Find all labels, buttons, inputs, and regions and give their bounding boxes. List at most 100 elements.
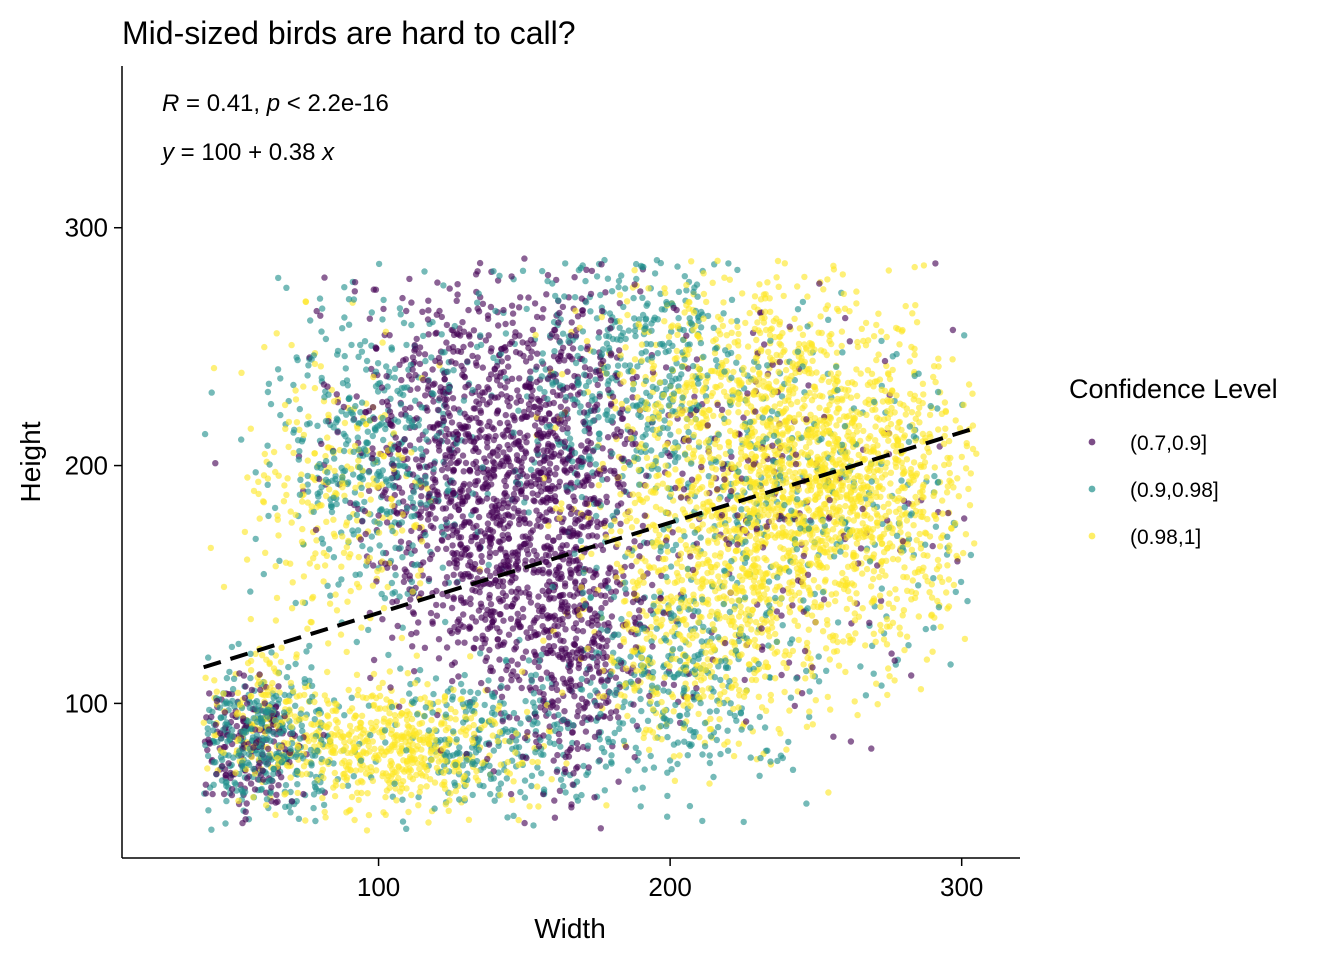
data-point xyxy=(774,450,781,457)
data-point xyxy=(730,752,738,760)
data-point xyxy=(705,445,712,452)
data-point xyxy=(719,465,727,472)
data-point xyxy=(425,575,433,583)
data-point xyxy=(271,504,279,512)
data-point xyxy=(519,605,527,613)
data-point xyxy=(584,645,591,652)
data-point xyxy=(733,359,740,366)
data-point xyxy=(631,327,639,334)
data-point xyxy=(272,617,280,624)
data-point xyxy=(534,602,541,609)
data-point xyxy=(491,711,498,718)
data-point xyxy=(676,387,684,395)
data-point xyxy=(255,490,262,498)
data-point xyxy=(911,594,919,602)
data-point xyxy=(508,677,515,684)
data-point xyxy=(208,713,215,721)
data-point xyxy=(523,629,530,636)
data-point xyxy=(305,362,312,369)
data-point xyxy=(434,279,441,286)
data-point xyxy=(518,684,525,692)
data-point xyxy=(247,693,254,700)
data-point xyxy=(292,396,300,403)
data-point xyxy=(845,428,852,436)
data-point xyxy=(495,769,502,776)
data-point xyxy=(828,340,835,348)
data-point xyxy=(783,664,790,671)
data-point xyxy=(723,332,730,339)
data-point xyxy=(295,815,303,822)
data-point xyxy=(304,457,311,464)
data-point xyxy=(766,633,773,640)
data-point xyxy=(823,617,831,624)
data-point xyxy=(878,328,885,335)
data-point xyxy=(878,627,885,634)
data-point xyxy=(791,315,798,322)
data-point xyxy=(497,780,505,787)
data-point xyxy=(711,552,719,559)
data-point xyxy=(324,444,331,451)
data-point xyxy=(668,766,675,773)
data-point xyxy=(346,738,354,745)
data-point xyxy=(844,476,852,484)
data-point xyxy=(853,428,861,435)
data-point xyxy=(859,605,866,612)
data-point xyxy=(260,472,268,479)
data-point xyxy=(944,533,951,540)
data-point xyxy=(533,552,540,559)
data-point xyxy=(828,330,835,338)
data-point xyxy=(891,677,898,684)
data-point xyxy=(621,285,629,292)
data-point xyxy=(448,419,456,426)
data-point xyxy=(622,680,630,687)
data-point xyxy=(508,796,516,804)
data-point xyxy=(391,589,399,596)
data-point xyxy=(661,707,668,714)
data-point xyxy=(232,769,239,776)
data-point xyxy=(569,739,576,747)
data-point xyxy=(822,305,830,313)
data-point xyxy=(304,372,311,379)
data-point xyxy=(830,733,837,740)
plot-area xyxy=(200,255,980,834)
data-point xyxy=(728,597,735,605)
data-point xyxy=(453,736,460,743)
data-point xyxy=(554,751,561,759)
data-point xyxy=(767,697,775,704)
data-point xyxy=(467,551,474,558)
data-point xyxy=(466,481,473,488)
data-point xyxy=(844,563,852,570)
data-point xyxy=(367,496,374,503)
data-point xyxy=(818,376,825,384)
data-point xyxy=(699,484,706,491)
data-point xyxy=(961,332,968,339)
data-point xyxy=(425,297,432,304)
data-point xyxy=(378,566,386,573)
data-point xyxy=(364,428,371,435)
data-point xyxy=(757,329,764,336)
data-point xyxy=(622,665,630,672)
data-point xyxy=(779,622,786,629)
data-point xyxy=(399,527,406,534)
data-point xyxy=(310,791,318,798)
data-point xyxy=(427,522,435,530)
data-point xyxy=(380,604,388,612)
data-point xyxy=(374,360,382,367)
data-point xyxy=(706,752,713,759)
data-point xyxy=(222,772,229,779)
data-point xyxy=(760,291,768,298)
data-point xyxy=(789,602,796,609)
data-point xyxy=(719,682,726,689)
data-point xyxy=(509,319,516,326)
data-point xyxy=(960,549,967,557)
data-point xyxy=(800,552,807,560)
data-point xyxy=(679,470,686,477)
data-point xyxy=(650,764,658,771)
data-point xyxy=(318,374,325,382)
data-point xyxy=(656,531,663,539)
data-point xyxy=(330,554,338,561)
data-point xyxy=(409,354,417,361)
data-point xyxy=(341,314,348,321)
data-point xyxy=(298,471,305,478)
data-point xyxy=(695,439,703,446)
